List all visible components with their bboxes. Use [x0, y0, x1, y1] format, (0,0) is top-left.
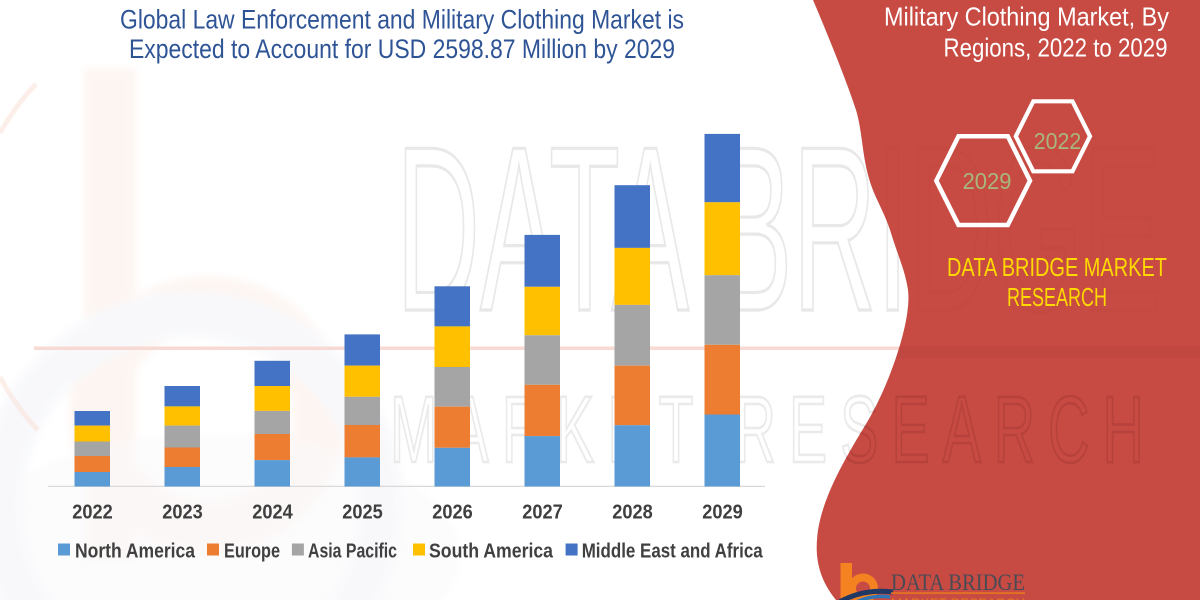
svg-text:2023: 2023 [162, 502, 203, 524]
svg-text:2029: 2029 [963, 168, 1012, 194]
svg-text:Regions, 2022 to 2029: Regions, 2022 to 2029 [944, 33, 1168, 63]
svg-text:North America: North America [75, 541, 196, 563]
svg-text:2022: 2022 [1034, 128, 1082, 154]
svg-text:Asia Pacific: Asia Pacific [308, 541, 397, 563]
svg-text:2025: 2025 [342, 502, 383, 524]
svg-text:South America: South America [429, 541, 554, 563]
svg-text:Europe: Europe [224, 541, 280, 563]
svg-text:2027: 2027 [522, 502, 563, 524]
svg-text:2026: 2026 [432, 502, 473, 524]
svg-text:Expected to Account for USD 25: Expected to Account for USD 2598.87 Mill… [129, 34, 675, 64]
svg-text:2028: 2028 [612, 502, 653, 524]
svg-text:2022: 2022 [72, 502, 113, 524]
svg-text:Middle East and Africa: Middle East and Africa [582, 541, 764, 563]
svg-text:2029: 2029 [702, 502, 743, 524]
svg-text:2024: 2024 [252, 502, 293, 524]
svg-text:Global Law Enforcement and Mil: Global Law Enforcement and Military Clot… [120, 5, 684, 35]
svg-text:DATA BRIDGE: DATA BRIDGE [891, 570, 1025, 595]
svg-text:Military Clothing Market, By: Military Clothing Market, By [884, 2, 1169, 32]
svg-text:DATA BRIDGE MARKET: DATA BRIDGE MARKET [947, 252, 1167, 282]
svg-text:MARKET RESEARCH: MARKET RESEARCH [891, 596, 1025, 600]
svg-text:RESEARCH: RESEARCH [1007, 282, 1107, 312]
